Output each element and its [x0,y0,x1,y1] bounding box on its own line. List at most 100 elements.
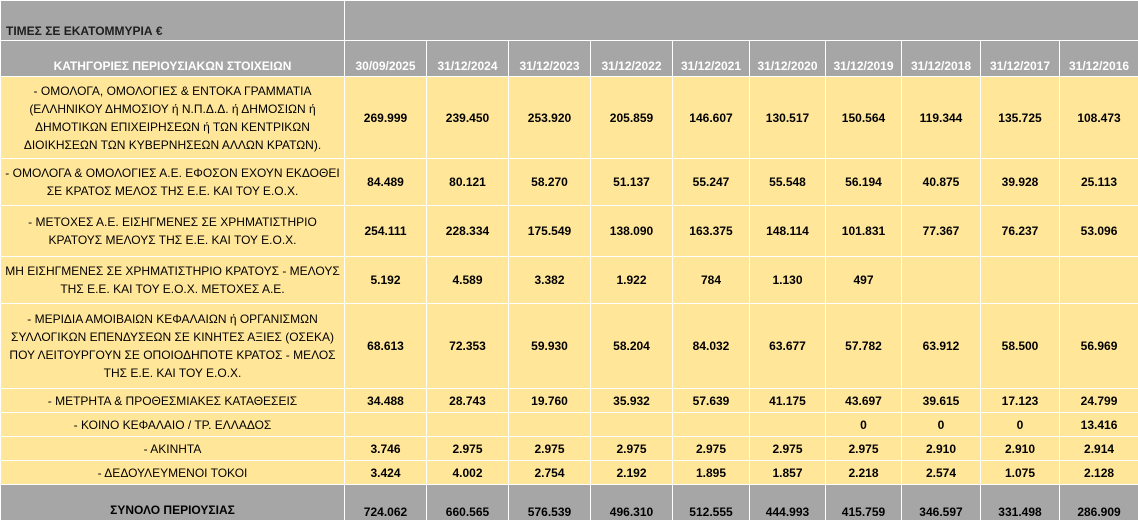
value-cell: 34.488 [345,389,427,413]
value-cell [1060,257,1138,304]
row-label: - ΜΕΤΡΗΤΑ & ΠΡΟΘΕΣΜΙΑΚΕΣ ΚΑΤΑΘΕΣΕΙΣ [1,389,345,413]
value-cell: 51.137 [591,159,673,206]
value-cell: 56.969 [1060,304,1138,389]
total-value-cell: 660.565 [427,485,509,521]
value-cell: 1.075 [981,461,1060,485]
value-cell: 57.782 [826,304,902,389]
value-cell: 28.743 [427,389,509,413]
date-header: 31/12/2017 [981,41,1060,77]
value-cell: 77.367 [902,206,981,257]
value-cell: 2.975 [673,437,750,461]
value-cell: 19.760 [509,389,591,413]
date-header: 31/12/2023 [509,41,591,77]
value-cell: 130.517 [750,77,826,159]
value-cell: 150.564 [826,77,902,159]
value-cell: 497 [826,257,902,304]
value-cell [509,413,591,437]
value-cell: 269.999 [345,77,427,159]
value-cell: 24.799 [1060,389,1138,413]
value-cell: 175.549 [509,206,591,257]
row-label: ΜΗ ΕΙΣΗΓΜΕΝΕΣ ΣΕ ΧΡΗΜΑΤΙΣΤΗΡΙΟ ΚΡΑΤΟΥΣ -… [1,257,345,304]
value-cell: 13.416 [1060,413,1138,437]
date-header: 31/12/2024 [427,41,509,77]
value-cell: 3.424 [345,461,427,485]
value-cell: 76.237 [981,206,1060,257]
category-header: ΚΑΤΗΓΟΡΙΕΣ ΠΕΡΙΟΥΣΙΑΚΩΝ ΣΤΟΙΧΕΙΩΝ [1,41,345,77]
value-cell: 3.382 [509,257,591,304]
value-cell: 239.450 [427,77,509,159]
value-cell: 0 [902,413,981,437]
value-cell: 56.194 [826,159,902,206]
value-cell: 35.932 [591,389,673,413]
value-cell: 0 [981,413,1060,437]
value-cell: 205.859 [591,77,673,159]
value-cell: 55.247 [673,159,750,206]
value-cell: 101.831 [826,206,902,257]
value-cell: 784 [673,257,750,304]
value-cell: 1.857 [750,461,826,485]
total-value-cell: 496.310 [591,485,673,521]
table-row: - ΟΜΟΛΟΓΑ, ΟΜΟΛΟΓΙΕΣ & ΕΝΤΟΚΑ ΓΡΑΜΜΑΤΙΑ … [1,77,1138,159]
total-value-cell: 444.993 [750,485,826,521]
value-cell: 146.607 [673,77,750,159]
value-cell [902,257,981,304]
value-cell: 39.928 [981,159,1060,206]
title-row: ΤΙΜΕΣ ΣΕ ΕΚΑΤΟΜΜΥΡΙΑ € [1,1,1138,41]
value-cell: 2.975 [750,437,826,461]
date-header: 31/12/2019 [826,41,902,77]
table-row: - ΜΕΡΙΔΙΑ ΑΜΟΙΒΑΙΩΝ ΚΕΦΑΛΑΙΩΝ ή ΟΡΓΑΝΙΣΜ… [1,304,1138,389]
date-header: 31/12/2018 [902,41,981,77]
value-cell: 2.754 [509,461,591,485]
value-cell: 2.574 [902,461,981,485]
value-cell: 254.111 [345,206,427,257]
row-label: - ΚΟΙΝΟ ΚΕΦΑΛΑΙΟ / ΤΡ. ΕΛΛΑΔΟΣ [1,413,345,437]
value-cell: 84.489 [345,159,427,206]
total-value-cell: 415.759 [826,485,902,521]
total-value-cell: 331.498 [981,485,1060,521]
total-label: ΣΥΝΟΛΟ ΠΕΡΙΟΥΣΙΑΣ [1,485,345,521]
row-label: - ΟΜΟΛΟΓΑ & ΟΜΟΛΟΓΙΕΣ Α.Ε. ΕΦΟΣΟΝ ΕΧΟΥΝ … [1,159,345,206]
value-cell: 2.128 [1060,461,1138,485]
value-cell: 80.121 [427,159,509,206]
row-label: - ΔΕΔΟΥΛΕΥΜΕΝΟΙ ΤΟΚΟΙ [1,461,345,485]
row-label: - ΟΜΟΛΟΓΑ, ΟΜΟΛΟΓΙΕΣ & ΕΝΤΟΚΑ ΓΡΑΜΜΑΤΙΑ … [1,77,345,159]
value-cell: 72.353 [427,304,509,389]
value-cell: 58.204 [591,304,673,389]
value-cell: 25.113 [1060,159,1138,206]
value-cell [750,413,826,437]
value-cell: 43.697 [826,389,902,413]
value-cell: 53.096 [1060,206,1138,257]
value-cell: 3.746 [345,437,427,461]
value-cell: 1.922 [591,257,673,304]
total-value-cell: 286.909 [1060,485,1138,521]
value-cell: 2.192 [591,461,673,485]
value-cell: 2.975 [826,437,902,461]
value-cell: 108.473 [1060,77,1138,159]
value-cell: 135.725 [981,77,1060,159]
date-header: 30/09/2025 [345,41,427,77]
value-cell: 163.375 [673,206,750,257]
value-cell: 55.548 [750,159,826,206]
value-cell [981,257,1060,304]
total-value-cell: 576.539 [509,485,591,521]
date-header: 31/12/2022 [591,41,673,77]
date-header: 31/12/2020 [750,41,826,77]
table-row: - ΟΜΟΛΟΓΑ & ΟΜΟΛΟΓΙΕΣ Α.Ε. ΕΦΟΣΟΝ ΕΧΟΥΝ … [1,159,1138,206]
value-cell: 40.875 [902,159,981,206]
row-label: - ΜΕΤΟΧΕΣ Α.Ε. ΕΙΣΗΓΜΕΝΕΣ ΣΕ ΧΡΗΜΑΤΙΣΤΗΡ… [1,206,345,257]
table-row: - ΜΕΤΟΧΕΣ Α.Ε. ΕΙΣΗΓΜΕΝΕΣ ΣΕ ΧΡΗΜΑΤΙΣΤΗΡ… [1,206,1138,257]
header-row: ΚΑΤΗΓΟΡΙΕΣ ΠΕΡΙΟΥΣΙΑΚΩΝ ΣΤΟΙΧΕΙΩΝ 30/09/… [1,41,1138,77]
value-cell: 2.975 [591,437,673,461]
value-cell: 228.334 [427,206,509,257]
value-cell: 253.920 [509,77,591,159]
value-cell: 2.218 [826,461,902,485]
title-spacer [345,1,1138,41]
value-cell: 2.975 [427,437,509,461]
value-cell: 84.032 [673,304,750,389]
value-cell [345,413,427,437]
table-title: ΤΙΜΕΣ ΣΕ ΕΚΑΤΟΜΜΥΡΙΑ € [1,1,345,41]
